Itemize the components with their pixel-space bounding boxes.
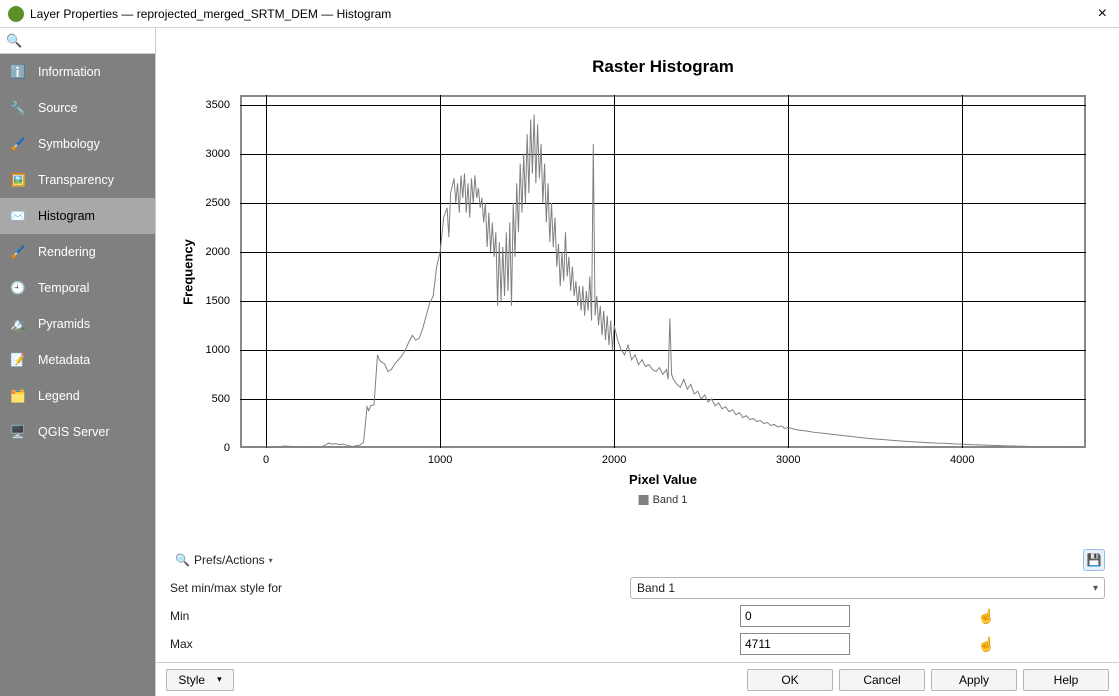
histogram-line bbox=[240, 95, 1086, 448]
ok-label: OK bbox=[781, 673, 798, 687]
sidebar-item-label: Histogram bbox=[38, 209, 95, 223]
chevron-down-icon: ▾ bbox=[217, 674, 222, 685]
search-icon: 🔍 bbox=[6, 33, 22, 49]
xtick-label: 3000 bbox=[776, 454, 800, 466]
style-button[interactable]: Style ▾ bbox=[166, 669, 234, 691]
xtick-label: 4000 bbox=[950, 454, 974, 466]
prefs-actions-button[interactable]: 🔍 Prefs/Actions ▾ bbox=[170, 550, 278, 570]
ytick-label: 3500 bbox=[190, 99, 230, 111]
dialog-footer: Style ▾ OK Cancel Apply Help bbox=[156, 662, 1119, 696]
sidebar-item-rendering[interactable]: 🖌️ Rendering bbox=[0, 234, 155, 270]
ok-button[interactable]: OK bbox=[747, 669, 833, 691]
ytick-label: 2500 bbox=[190, 197, 230, 209]
band-select[interactable]: Band 1 bbox=[630, 577, 1105, 599]
sidebar-item-qgis-server[interactable]: 🖥️ QGIS Server bbox=[0, 414, 155, 450]
ytick-label: 500 bbox=[190, 393, 230, 405]
band-select-value: Band 1 bbox=[637, 581, 675, 595]
min-picker-icon[interactable]: ☝ bbox=[978, 608, 995, 625]
prefs-icon: 🔍 bbox=[175, 553, 190, 567]
sidebar-item-histogram[interactable]: ✉️ Histogram bbox=[0, 198, 155, 234]
server-icon: 🖥️ bbox=[8, 422, 28, 442]
cancel-label: Cancel bbox=[863, 673, 900, 687]
sidebar-item-pyramids[interactable]: 🏔️ Pyramids bbox=[0, 306, 155, 342]
cancel-button[interactable]: Cancel bbox=[839, 669, 925, 691]
xtick-label: 1000 bbox=[428, 454, 452, 466]
chart-legend: Band 1 bbox=[639, 494, 688, 506]
sidebar-item-temporal[interactable]: 🕘 Temporal bbox=[0, 270, 155, 306]
source-icon: 🔧 bbox=[8, 98, 28, 118]
help-label: Help bbox=[1054, 673, 1079, 687]
sidebar-item-label: Rendering bbox=[38, 245, 96, 259]
close-icon[interactable]: × bbox=[1094, 5, 1111, 23]
ytick-label: 2000 bbox=[190, 246, 230, 258]
sidebar-item-label: Metadata bbox=[38, 353, 90, 367]
sidebar-item-metadata[interactable]: 📝 Metadata bbox=[0, 342, 155, 378]
ytick-label: 1000 bbox=[190, 344, 230, 356]
controls-panel: 🔍 Prefs/Actions ▾ 💾 Set min/max style fo… bbox=[156, 540, 1119, 662]
x-axis-label: Pixel Value bbox=[629, 472, 697, 487]
save-icon: 💾 bbox=[1087, 553, 1102, 567]
sidebar-item-symbology[interactable]: 🖌️ Symbology bbox=[0, 126, 155, 162]
max-picker-icon[interactable]: ☝ bbox=[978, 636, 995, 653]
dropdown-arrow-icon: ▾ bbox=[269, 556, 273, 565]
metadata-icon: 📝 bbox=[8, 350, 28, 370]
save-histogram-button[interactable]: 💾 bbox=[1083, 549, 1105, 571]
rendering-icon: 🖌️ bbox=[8, 242, 28, 262]
sidebar-item-transparency[interactable]: 🖼️ Transparency bbox=[0, 162, 155, 198]
ytick-label: 1500 bbox=[190, 295, 230, 307]
qgis-app-icon bbox=[8, 6, 24, 22]
histogram-icon: ✉️ bbox=[8, 206, 28, 226]
legend-label: Band 1 bbox=[653, 494, 688, 506]
chart-title: Raster Histogram bbox=[592, 57, 734, 77]
apply-label: Apply bbox=[959, 673, 989, 687]
legend-swatch bbox=[639, 495, 649, 505]
apply-button[interactable]: Apply bbox=[931, 669, 1017, 691]
pyramids-icon: 🏔️ bbox=[8, 314, 28, 334]
min-label: Min bbox=[170, 609, 740, 623]
legend-icon: 🗂️ bbox=[8, 386, 28, 406]
sidebar-search[interactable]: 🔍 bbox=[0, 28, 155, 54]
set-minmax-label: Set min/max style for bbox=[170, 581, 630, 595]
symbology-icon: 🖌️ bbox=[8, 134, 28, 154]
transparency-icon: 🖼️ bbox=[8, 170, 28, 190]
style-label: Style bbox=[178, 673, 205, 687]
sidebar: 🔍 ℹ️ Information🔧 Source🖌️ Symbology🖼️ T… bbox=[0, 28, 155, 696]
sidebar-item-legend[interactable]: 🗂️ Legend bbox=[0, 378, 155, 414]
sidebar-item-label: Legend bbox=[38, 389, 80, 403]
sidebar-item-label: Temporal bbox=[38, 281, 89, 295]
min-input[interactable] bbox=[740, 605, 850, 627]
sidebar-item-label: QGIS Server bbox=[38, 425, 110, 439]
ytick-label: 3000 bbox=[190, 148, 230, 160]
window-title: Layer Properties — reprojected_merged_SR… bbox=[30, 7, 391, 21]
info-icon: ℹ️ bbox=[8, 62, 28, 82]
sidebar-item-label: Transparency bbox=[38, 173, 114, 187]
xtick-label: 0 bbox=[263, 454, 269, 466]
xtick-label: 2000 bbox=[602, 454, 626, 466]
y-axis-label: Frequency bbox=[181, 239, 196, 305]
sidebar-item-information[interactable]: ℹ️ Information bbox=[0, 54, 155, 90]
sidebar-item-label: Source bbox=[38, 101, 78, 115]
titlebar: Layer Properties — reprojected_merged_SR… bbox=[0, 0, 1119, 28]
histogram-chart: Raster Histogram 0 1000 2000 3000 4000 0 500 100… bbox=[166, 48, 1109, 536]
main-panel: Raster Histogram 0 1000 2000 3000 4000 0 500 100… bbox=[155, 28, 1119, 696]
prefs-label: Prefs/Actions bbox=[194, 553, 265, 567]
ytick-label: 0 bbox=[190, 442, 230, 454]
sidebar-item-source[interactable]: 🔧 Source bbox=[0, 90, 155, 126]
temporal-icon: 🕘 bbox=[8, 278, 28, 298]
sidebar-item-label: Symbology bbox=[38, 137, 100, 151]
max-input[interactable] bbox=[740, 633, 850, 655]
max-label: Max bbox=[170, 637, 740, 651]
sidebar-item-label: Information bbox=[38, 65, 101, 79]
help-button[interactable]: Help bbox=[1023, 669, 1109, 691]
sidebar-item-label: Pyramids bbox=[38, 317, 90, 331]
